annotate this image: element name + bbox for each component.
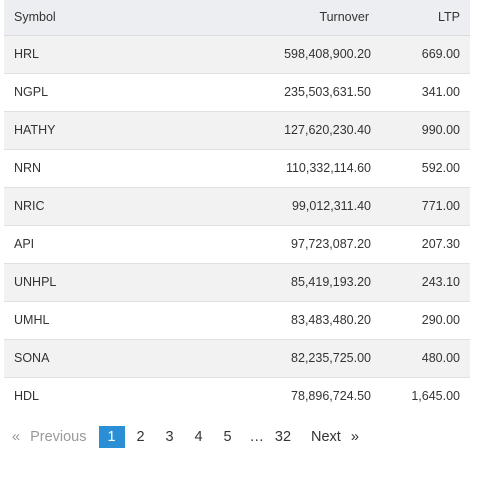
- symbol-link[interactable]: NRIC: [14, 199, 45, 213]
- symbol-link[interactable]: HRL: [14, 47, 40, 61]
- symbol-link[interactable]: HATHY: [14, 123, 56, 137]
- double-chevron-right-icon: »: [350, 429, 359, 445]
- table-row: API 97,723,087.20 207.30: [4, 225, 470, 263]
- table-row: UNHPL 85,419,193.20 243.10: [4, 263, 470, 301]
- turnover-cell: 99,012,311.40: [291, 199, 371, 213]
- page-button-last[interactable]: 32: [274, 429, 292, 445]
- table-row: UMHL 83,483,480.20 290.00: [4, 301, 470, 339]
- ltp-cell: 480.00: [421, 351, 460, 365]
- page-button-1[interactable]: 1: [98, 426, 125, 448]
- ltp-cell: 990.00: [421, 123, 460, 137]
- symbol-link[interactable]: NRN: [14, 161, 42, 175]
- previous-label: Previous: [30, 429, 87, 445]
- page-button-3[interactable]: 3: [165, 429, 174, 445]
- symbol-link[interactable]: NGPL: [14, 85, 49, 99]
- ltp-cell: 1,645.00: [411, 389, 460, 404]
- table-body: HRL 598,408,900.20 669.00 NGPL 235,503,6…: [4, 35, 470, 415]
- table-row: HATHY 127,620,230.40 990.00: [4, 111, 470, 149]
- page-button-4[interactable]: 4: [194, 429, 203, 445]
- pagination: « Previous 1 2 3 4 5 … 32 Next »: [12, 426, 359, 448]
- symbol-link[interactable]: UNHPL: [14, 275, 57, 289]
- ltp-cell: 243.10: [421, 275, 460, 289]
- turnover-cell: 83,483,480.20: [291, 313, 371, 327]
- ltp-cell: 207.30: [421, 237, 460, 251]
- table-row: NGPL 235,503,631.50 341.00: [4, 73, 470, 111]
- ltp-cell: 341.00: [421, 85, 460, 99]
- symbol-link[interactable]: SONA: [14, 351, 50, 365]
- ltp-cell: 592.00: [421, 161, 460, 175]
- turnover-cell: 598,408,900.20: [284, 47, 371, 61]
- symbol-link[interactable]: HDL: [14, 389, 40, 404]
- next-label: Next: [311, 429, 341, 445]
- ltp-cell: 290.00: [421, 313, 460, 327]
- turnover-cell: 235,503,631.50: [284, 85, 371, 99]
- double-chevron-left-icon: «: [12, 429, 21, 445]
- turnover-cell: 127,620,230.40: [284, 123, 371, 137]
- table-row: SONA 82,235,725.00 480.00: [4, 339, 470, 377]
- header-row: Symbol Turnover LTP: [4, 0, 470, 36]
- turnover-table: Symbol Turnover LTP HRL 598,408,900.20 6…: [4, 0, 470, 415]
- column-header-ltp[interactable]: LTP: [383, 0, 470, 36]
- previous-page-button[interactable]: « Previous: [12, 426, 87, 448]
- table-row: NRN 110,332,114.60 592.00: [4, 149, 470, 187]
- table-row: NRIC 99,012,311.40 771.00: [4, 187, 470, 225]
- column-header-symbol[interactable]: Symbol: [4, 0, 164, 36]
- page-button-5[interactable]: 5: [223, 429, 232, 445]
- turnover-cell: 78,896,724.50: [291, 389, 371, 404]
- pagination-ellipsis: …: [249, 429, 265, 445]
- table-row: HDL 78,896,724.50 1,645.00: [4, 377, 470, 415]
- page-button-2[interactable]: 2: [136, 429, 145, 445]
- ltp-cell: 669.00: [421, 47, 460, 61]
- turnover-cell: 97,723,087.20: [291, 237, 371, 251]
- symbol-link[interactable]: API: [14, 237, 35, 251]
- symbol-link[interactable]: UMHL: [14, 313, 50, 327]
- turnover-cell: 110,332,114.60: [285, 161, 371, 175]
- turnover-cell: 85,419,193.20: [291, 275, 371, 289]
- next-page-button[interactable]: Next »: [311, 426, 359, 448]
- table-row: HRL 598,408,900.20 669.00: [4, 35, 470, 73]
- column-header-turnover[interactable]: Turnover: [164, 0, 383, 36]
- ltp-cell: 771.00: [421, 199, 460, 213]
- table-header: Symbol Turnover LTP: [4, 0, 470, 36]
- turnover-cell: 82,235,725.00: [291, 351, 371, 365]
